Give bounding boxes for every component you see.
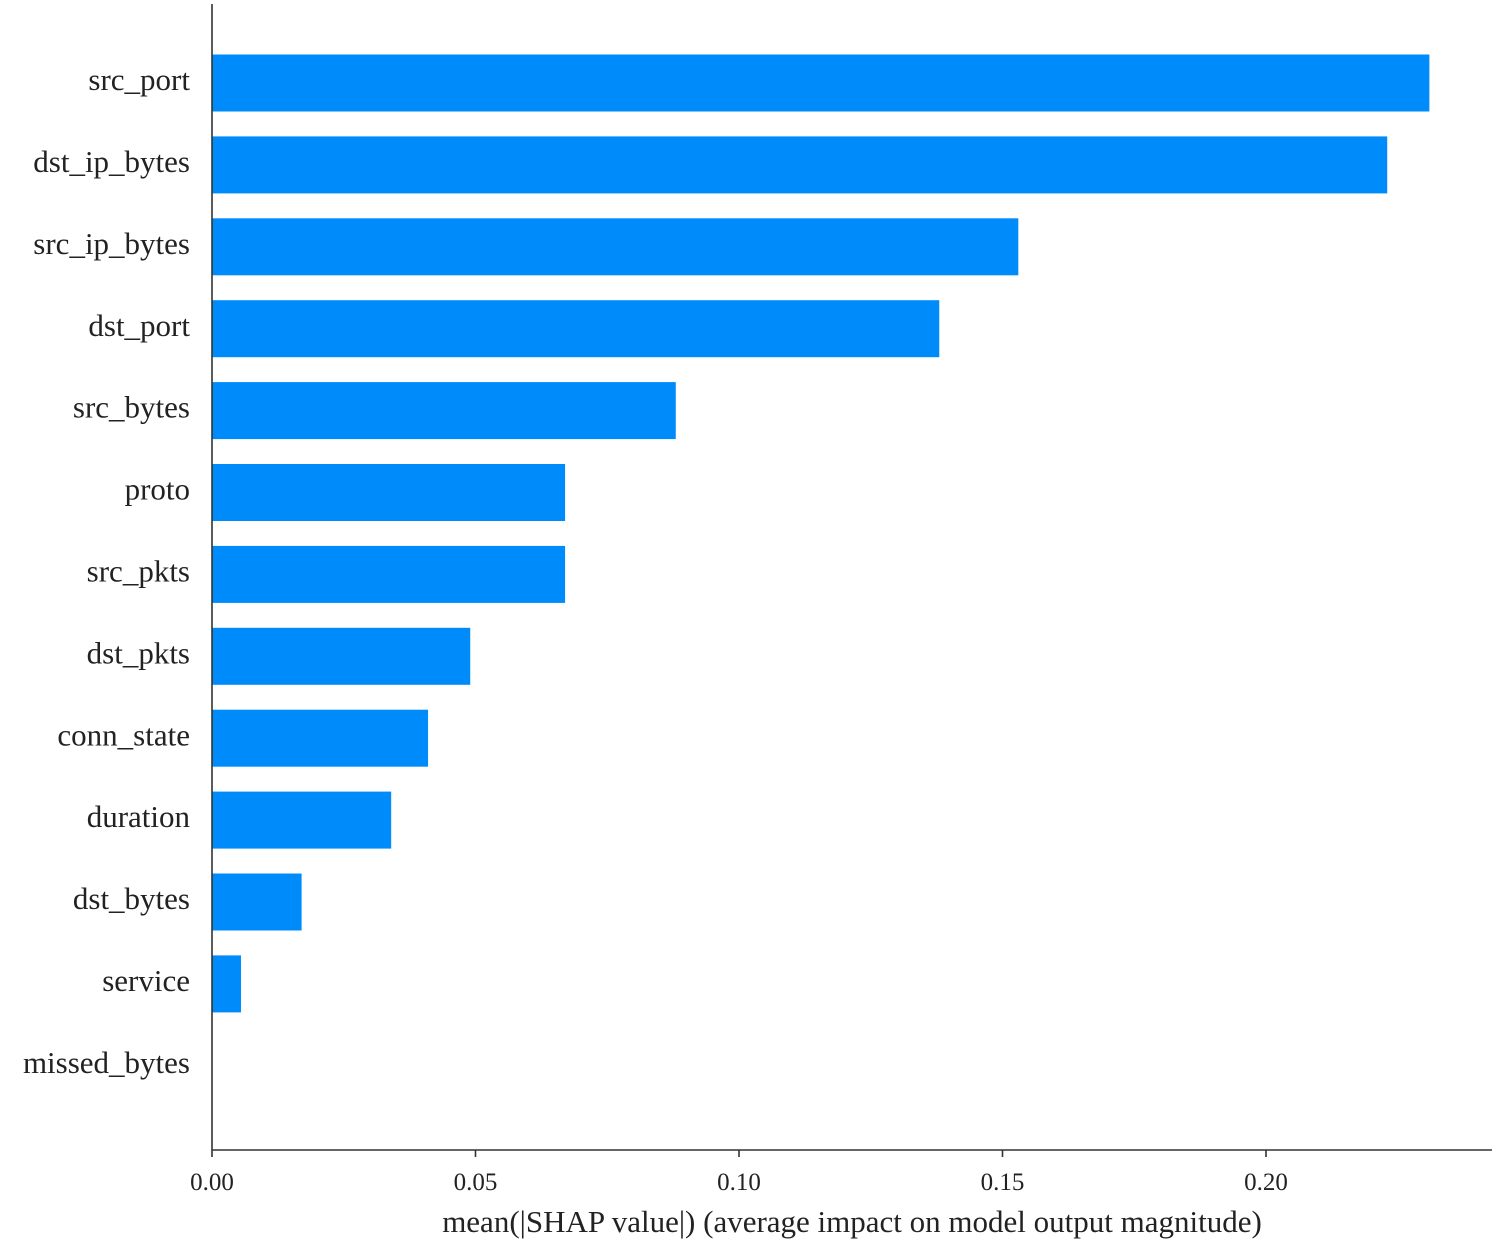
x-tick-label: 0.20 <box>1244 1169 1288 1196</box>
category-label-dst-bytes: dst_bytes <box>73 881 190 916</box>
category-labels: src_port dst_ip_bytes src_ip_bytes dst_port… <box>23 62 191 1080</box>
bar-src-pkts <box>212 545 566 603</box>
category-label-dst-pkts: dst_pkts <box>87 635 190 670</box>
bar-conn-state <box>212 709 429 767</box>
category-label-dst-ip-bytes: dst_ip_bytes <box>33 144 190 179</box>
bar-dst-ip-bytes <box>212 136 1388 194</box>
bar-dst-port <box>212 300 940 358</box>
category-label-duration: duration <box>87 799 191 834</box>
category-label-missed-bytes: missed_bytes <box>23 1045 190 1080</box>
category-label-src-port: src_port <box>88 62 190 97</box>
category-label-src-pkts: src_pkts <box>87 554 190 589</box>
bar-dst-bytes <box>212 873 302 931</box>
category-label-proto: proto <box>125 472 190 507</box>
x-tick-label: 0.15 <box>981 1169 1025 1196</box>
category-label-conn-state: conn_state <box>57 717 190 752</box>
x-tick-label: 0.00 <box>190 1169 234 1196</box>
x-tick-label: 0.05 <box>454 1169 498 1196</box>
bar-src-ip-bytes <box>212 218 1019 276</box>
bar-duration <box>212 791 392 849</box>
x-tick-label: 0.10 <box>717 1169 761 1196</box>
category-label-src-ip-bytes: src_ip_bytes <box>33 226 190 261</box>
category-label-dst-port: dst_port <box>88 308 190 343</box>
category-label-src-bytes: src_bytes <box>73 390 190 425</box>
bars-group <box>212 54 1430 1013</box>
x-axis-title: mean(|SHAP value|) (average impact on mo… <box>442 1204 1262 1239</box>
bar-dst-pkts <box>212 627 471 685</box>
bar-src-bytes <box>212 382 676 440</box>
category-label-service: service <box>102 963 190 998</box>
x-axis-ticks: 0.00 0.05 0.10 0.15 0.20 <box>190 1150 1288 1196</box>
bar-proto <box>212 464 566 521</box>
bar-service <box>212 955 241 1013</box>
bar-src-port <box>212 54 1430 112</box>
